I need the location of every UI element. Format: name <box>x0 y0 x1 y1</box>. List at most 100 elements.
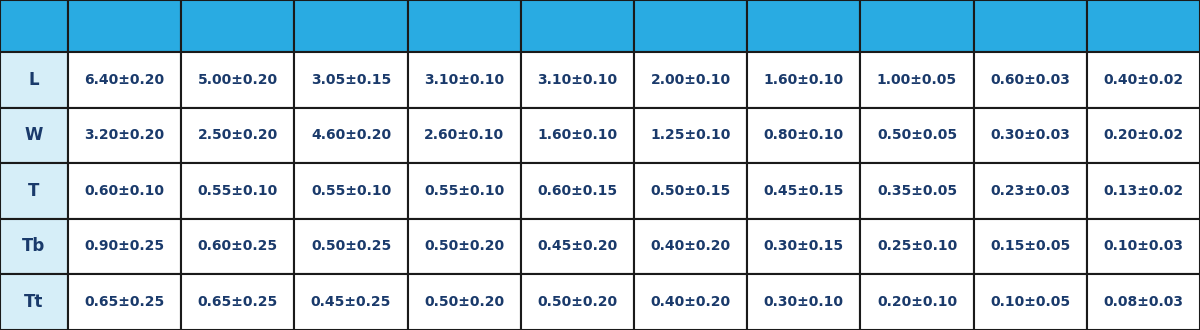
Bar <box>860 52 973 108</box>
Bar <box>68 52 181 108</box>
Bar <box>521 163 634 218</box>
Text: 1.60±0.10: 1.60±0.10 <box>538 128 618 142</box>
Bar <box>748 52 860 108</box>
Bar <box>634 0 748 52</box>
Text: 1.25±0.10: 1.25±0.10 <box>650 128 731 142</box>
Text: 0.40±0.20: 0.40±0.20 <box>650 239 731 253</box>
Bar <box>521 274 634 329</box>
Text: 0.60±0.10: 0.60±0.10 <box>84 184 164 198</box>
Bar <box>294 108 408 163</box>
Bar <box>1087 108 1200 163</box>
Bar <box>0 108 68 163</box>
Text: 0.50±0.20: 0.50±0.20 <box>424 295 504 309</box>
Text: 6.40±0.20: 6.40±0.20 <box>84 73 164 87</box>
Bar <box>0 218 68 274</box>
Bar <box>860 0 973 52</box>
Text: 0.50±0.20: 0.50±0.20 <box>538 295 618 309</box>
Bar <box>0 52 68 108</box>
Text: 0.35±0.05: 0.35±0.05 <box>877 184 958 198</box>
Bar <box>748 163 860 218</box>
Bar <box>294 218 408 274</box>
Text: T: T <box>29 182 40 200</box>
Text: 2.50±0.20: 2.50±0.20 <box>198 128 278 142</box>
Bar <box>181 274 294 329</box>
Text: 5.00±0.20: 5.00±0.20 <box>198 73 278 87</box>
Text: 0.45±0.20: 0.45±0.20 <box>538 239 618 253</box>
Text: 0.23±0.03: 0.23±0.03 <box>990 184 1070 198</box>
Text: 0.45±0.15: 0.45±0.15 <box>763 184 844 198</box>
Bar <box>860 218 973 274</box>
Text: 0.60±0.25: 0.60±0.25 <box>198 239 278 253</box>
Bar <box>1087 52 1200 108</box>
Bar <box>521 52 634 108</box>
Text: L: L <box>29 71 40 89</box>
Text: 3.05±0.15: 3.05±0.15 <box>311 73 391 87</box>
Bar <box>408 274 521 329</box>
Bar <box>973 218 1087 274</box>
Bar <box>973 0 1087 52</box>
Bar <box>634 163 748 218</box>
Bar <box>408 163 521 218</box>
Bar <box>634 218 748 274</box>
Text: 0.90±0.25: 0.90±0.25 <box>84 239 164 253</box>
Text: 0.30±0.10: 0.30±0.10 <box>764 295 844 309</box>
Bar <box>748 218 860 274</box>
Bar <box>68 274 181 329</box>
Text: 0.50±0.15: 0.50±0.15 <box>650 184 731 198</box>
Bar <box>860 274 973 329</box>
Text: 0.50±0.25: 0.50±0.25 <box>311 239 391 253</box>
Bar <box>748 274 860 329</box>
Bar <box>748 0 860 52</box>
Text: 0.13±0.02: 0.13±0.02 <box>1103 184 1183 198</box>
Text: 1.60±0.10: 1.60±0.10 <box>763 73 844 87</box>
Bar <box>181 0 294 52</box>
Text: 0.60±0.03: 0.60±0.03 <box>990 73 1070 87</box>
Bar <box>634 274 748 329</box>
Text: 0.30±0.15: 0.30±0.15 <box>763 239 844 253</box>
Text: 2.60±0.10: 2.60±0.10 <box>424 128 504 142</box>
Bar <box>181 218 294 274</box>
Text: 2.00±0.10: 2.00±0.10 <box>650 73 731 87</box>
Bar <box>1087 0 1200 52</box>
Text: 0.50±0.20: 0.50±0.20 <box>424 239 504 253</box>
Bar <box>408 218 521 274</box>
Bar <box>973 274 1087 329</box>
Bar <box>294 0 408 52</box>
Text: 0.65±0.25: 0.65±0.25 <box>84 295 164 309</box>
Text: Tt: Tt <box>24 293 43 311</box>
Text: 0.55±0.10: 0.55±0.10 <box>198 184 278 198</box>
Bar <box>0 274 68 329</box>
Text: 0.40±0.02: 0.40±0.02 <box>1103 73 1183 87</box>
Bar <box>294 274 408 329</box>
Text: 0.60±0.15: 0.60±0.15 <box>538 184 618 198</box>
Text: 0.55±0.10: 0.55±0.10 <box>311 184 391 198</box>
Text: 0.25±0.10: 0.25±0.10 <box>877 239 958 253</box>
Text: 0.08±0.03: 0.08±0.03 <box>1104 295 1183 309</box>
Text: 0.20±0.10: 0.20±0.10 <box>877 295 958 309</box>
Text: 0.15±0.05: 0.15±0.05 <box>990 239 1070 253</box>
Text: 0.10±0.05: 0.10±0.05 <box>990 295 1070 309</box>
Text: 0.45±0.25: 0.45±0.25 <box>311 295 391 309</box>
Bar <box>634 108 748 163</box>
Bar <box>408 108 521 163</box>
Bar <box>181 163 294 218</box>
Text: 3.10±0.10: 3.10±0.10 <box>424 73 504 87</box>
Text: 0.10±0.03: 0.10±0.03 <box>1104 239 1183 253</box>
Bar <box>973 108 1087 163</box>
Text: 3.10±0.10: 3.10±0.10 <box>538 73 618 87</box>
Bar <box>634 52 748 108</box>
Bar <box>0 0 68 52</box>
Text: 0.65±0.25: 0.65±0.25 <box>198 295 278 309</box>
Bar <box>68 0 181 52</box>
Bar <box>1087 274 1200 329</box>
Text: 0.55±0.10: 0.55±0.10 <box>424 184 504 198</box>
Bar <box>521 218 634 274</box>
Text: W: W <box>25 126 43 144</box>
Text: 0.50±0.05: 0.50±0.05 <box>877 128 958 142</box>
Bar <box>68 163 181 218</box>
Text: 0.80±0.10: 0.80±0.10 <box>763 128 844 142</box>
Bar <box>408 52 521 108</box>
Bar <box>1087 163 1200 218</box>
Bar <box>521 108 634 163</box>
Text: 0.40±0.20: 0.40±0.20 <box>650 295 731 309</box>
